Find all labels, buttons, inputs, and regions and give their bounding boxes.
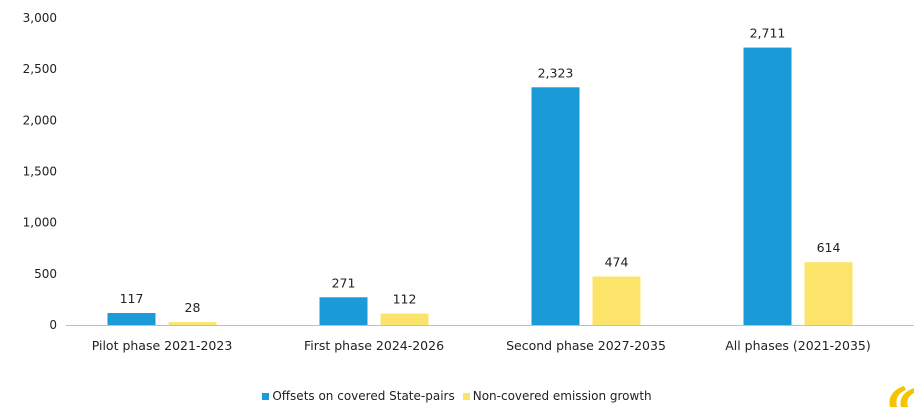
legend-item-non-covered: Non-covered emission growth (462, 389, 652, 403)
bar-non-covered (168, 322, 217, 325)
y-tick-label: 0 (49, 318, 57, 332)
bar-offsets (531, 87, 580, 325)
x-axis: Pilot phase 2021-2023 First phase 2024-20… (66, 325, 914, 353)
data-label: 117 (120, 291, 144, 306)
legend-swatch-non-covered (462, 392, 470, 400)
data-label: 474 (605, 254, 629, 269)
data-labels: 117 28 271 112 2,323 474 2,711 614 (120, 26, 841, 316)
legend-label-non-covered: Non-covered emission growth (472, 389, 652, 403)
bar-non-covered (804, 262, 853, 325)
y-tick-label: 1,000 (23, 216, 57, 230)
x-tick-label: Pilot phase 2021-2023 (92, 338, 233, 353)
y-tick-label: 2,000 (23, 113, 57, 127)
bar-non-covered (592, 276, 641, 325)
data-label: 2,323 (538, 65, 574, 80)
legend-label-offsets: Offsets on covered State-pairs (272, 389, 455, 403)
data-label: 2,711 (750, 26, 786, 41)
partial-logo-icon (868, 384, 914, 407)
bar-non-covered (380, 313, 429, 325)
legend: Offsets on covered State-pairs Non-cover… (0, 388, 914, 404)
legend-swatch-offsets (262, 392, 270, 400)
x-tick-label: All phases (2021-2035) (725, 338, 871, 353)
data-label: 614 (817, 240, 841, 255)
y-tick-label: 2,500 (23, 62, 57, 76)
data-label: 112 (393, 292, 417, 307)
bar-offsets (319, 297, 368, 325)
y-tick-label: 3,000 (23, 11, 57, 25)
y-tick-label: 500 (34, 267, 57, 281)
y-tick-label: 1,500 (23, 165, 57, 179)
bars (107, 47, 853, 325)
data-label: 271 (332, 275, 356, 290)
y-axis: 0 500 1,000 1,500 2,000 2,500 3,000 (23, 11, 57, 332)
legend-item-offsets: Offsets on covered State-pairs (262, 389, 455, 403)
bar-chart: 0 500 1,000 1,500 2,000 2,500 3,000 Pilot phas… (23, 11, 914, 353)
x-tick-label: First phase 2024-2026 (304, 338, 444, 353)
bar-offsets (743, 47, 792, 325)
data-label: 28 (185, 300, 201, 315)
bar-offsets (107, 313, 156, 325)
x-tick-label: Second phase 2027-2035 (506, 338, 666, 353)
